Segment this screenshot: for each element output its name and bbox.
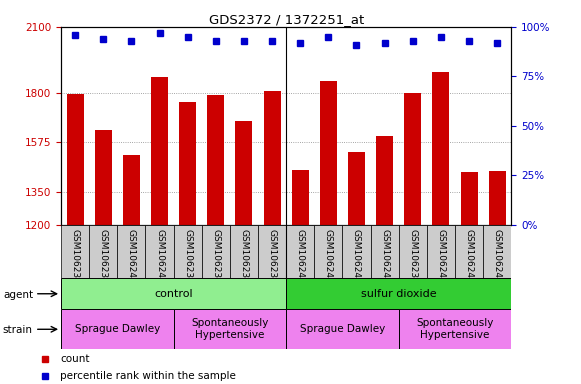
Text: Spontaneously
Hypertensive: Spontaneously Hypertensive bbox=[191, 318, 268, 340]
Bar bbox=[151, 78, 168, 225]
Bar bbox=[258, 225, 286, 278]
Bar bbox=[179, 102, 196, 225]
Bar bbox=[489, 171, 505, 225]
Text: Sprague Dawley: Sprague Dawley bbox=[75, 324, 160, 334]
Bar bbox=[461, 172, 478, 225]
Bar bbox=[89, 225, 117, 278]
Text: count: count bbox=[60, 354, 90, 364]
Text: GSM106240: GSM106240 bbox=[296, 229, 304, 284]
Text: GSM106245: GSM106245 bbox=[465, 229, 474, 284]
Text: GSM106235: GSM106235 bbox=[239, 229, 249, 284]
Text: GSM106248: GSM106248 bbox=[155, 229, 164, 284]
Bar bbox=[67, 94, 84, 225]
Bar bbox=[174, 225, 202, 278]
Text: control: control bbox=[155, 289, 193, 299]
Bar bbox=[371, 225, 399, 278]
Text: GSM106238: GSM106238 bbox=[70, 229, 80, 284]
Text: percentile rank within the sample: percentile rank within the sample bbox=[60, 371, 236, 381]
Bar bbox=[235, 121, 252, 225]
Bar bbox=[145, 225, 174, 278]
Text: GSM106247: GSM106247 bbox=[127, 229, 136, 284]
Bar bbox=[314, 225, 342, 278]
Bar bbox=[427, 225, 455, 278]
Bar bbox=[117, 225, 145, 278]
Text: GSM106246: GSM106246 bbox=[493, 229, 502, 284]
Bar bbox=[404, 93, 421, 225]
Title: GDS2372 / 1372251_at: GDS2372 / 1372251_at bbox=[209, 13, 364, 26]
Text: sulfur dioxide: sulfur dioxide bbox=[361, 289, 436, 299]
Bar bbox=[286, 225, 314, 278]
Bar bbox=[230, 225, 258, 278]
Bar bbox=[320, 81, 337, 225]
Bar bbox=[376, 136, 393, 225]
Text: Sprague Dawley: Sprague Dawley bbox=[300, 324, 385, 334]
Bar bbox=[95, 130, 112, 225]
Bar bbox=[483, 225, 511, 278]
Text: GSM106242: GSM106242 bbox=[352, 229, 361, 283]
Bar bbox=[455, 225, 483, 278]
Bar bbox=[61, 225, 89, 278]
Text: GSM106233: GSM106233 bbox=[183, 229, 192, 284]
Bar bbox=[399, 225, 427, 278]
Text: GSM106241: GSM106241 bbox=[324, 229, 333, 284]
Bar bbox=[61, 278, 286, 309]
Bar bbox=[348, 152, 365, 225]
Text: GSM106237: GSM106237 bbox=[408, 229, 417, 284]
Text: Spontaneously
Hypertensive: Spontaneously Hypertensive bbox=[417, 318, 494, 340]
Bar bbox=[123, 156, 140, 225]
Bar bbox=[286, 278, 511, 309]
Bar bbox=[174, 309, 286, 349]
Bar bbox=[342, 225, 371, 278]
Text: GSM106234: GSM106234 bbox=[211, 229, 220, 284]
Bar bbox=[432, 72, 449, 225]
Text: GSM106239: GSM106239 bbox=[99, 229, 107, 284]
Text: GSM106243: GSM106243 bbox=[380, 229, 389, 284]
Bar bbox=[292, 170, 309, 225]
Text: agent: agent bbox=[3, 290, 33, 300]
Bar bbox=[61, 309, 174, 349]
Text: GSM106244: GSM106244 bbox=[436, 229, 446, 283]
Text: strain: strain bbox=[3, 325, 33, 335]
Bar bbox=[207, 95, 224, 225]
Bar bbox=[202, 225, 230, 278]
Bar bbox=[264, 91, 281, 225]
Bar bbox=[399, 309, 511, 349]
Bar bbox=[286, 309, 399, 349]
Text: GSM106236: GSM106236 bbox=[268, 229, 277, 284]
